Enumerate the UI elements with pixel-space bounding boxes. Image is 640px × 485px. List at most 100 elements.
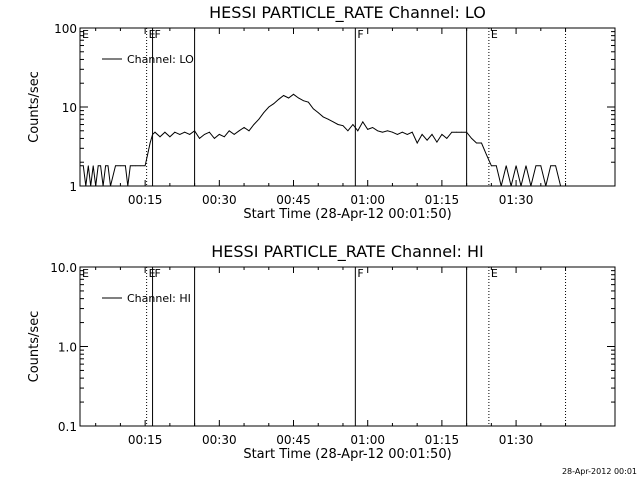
series-point [204, 134, 205, 135]
series-point [540, 165, 542, 167]
series-point [85, 185, 87, 187]
series-point [199, 138, 200, 139]
series-point [303, 100, 304, 102]
x-tick-label: 00:30 [202, 433, 237, 447]
x-tick-label: 00:30 [202, 193, 237, 207]
series-point [110, 185, 111, 187]
series-point [125, 165, 126, 167]
series-point [416, 142, 418, 144]
series-point [164, 131, 166, 133]
series-point [147, 154, 149, 156]
series-point [258, 118, 260, 120]
series-point [288, 97, 289, 99]
series-point [377, 130, 378, 132]
series-point [174, 131, 176, 133]
series-point [530, 185, 532, 187]
series-point [387, 130, 388, 132]
series-point [505, 165, 507, 167]
series-point [555, 165, 556, 167]
series-point [92, 165, 94, 167]
series-point [495, 165, 497, 167]
series-point [223, 136, 225, 138]
y-tick-label: 10 [62, 101, 77, 115]
x-tick-label: 01:30 [499, 433, 534, 447]
series-point [456, 131, 458, 133]
plot-frame [79, 27, 616, 187]
x-tick-label: 00:45 [276, 433, 311, 447]
x-tick-label: 01:15 [425, 433, 460, 447]
series-point [194, 130, 196, 132]
series-point [97, 165, 99, 167]
series-point [411, 131, 413, 133]
series-point [515, 165, 517, 167]
series-point [139, 165, 141, 167]
flag-label: E [491, 28, 498, 41]
series-point [327, 118, 329, 120]
series-point [352, 124, 354, 125]
chart-title: HESSI PARTICLE_RATE Channel: LO [209, 3, 486, 23]
legend-label: Channel: HI [127, 292, 191, 305]
panel-channel-hi: HESSI PARTICLE_RATE Channel: HI 00:15 00:3… [27, 242, 616, 462]
series-point [392, 131, 393, 133]
series-point [115, 165, 116, 167]
series-point [184, 131, 186, 133]
series-point [342, 125, 344, 127]
flag-label: F [155, 267, 161, 280]
series-point [298, 97, 299, 99]
flag-label: F [357, 267, 363, 280]
series-point [263, 112, 265, 113]
series-point [79, 165, 81, 167]
series-point [293, 93, 294, 95]
series-point [248, 130, 250, 132]
series-point [372, 127, 373, 128]
series-point [510, 185, 512, 187]
series-point [426, 139, 428, 141]
y-tick-label: 0.1 [58, 420, 77, 434]
series-point [446, 138, 448, 139]
x-tick-label: 00:45 [276, 193, 311, 207]
series-point [308, 101, 309, 103]
x-tick-label: 00:15 [128, 433, 163, 447]
series-line-1 [80, 93, 562, 187]
series-point [214, 138, 215, 139]
series-point [134, 165, 136, 167]
series-point [283, 95, 284, 96]
y-tick-label: 10.0 [50, 261, 77, 275]
series-point [535, 165, 537, 167]
series-point [169, 136, 171, 138]
series-point [367, 129, 369, 130]
series-point [401, 131, 403, 133]
y-tick-label: 1.0 [58, 341, 77, 355]
series-point [545, 185, 547, 187]
series-point [87, 165, 89, 167]
series-point [233, 134, 235, 135]
chart-title: HESSI PARTICLE_RATE Channel: HI [211, 242, 484, 262]
series-point [550, 165, 552, 167]
series-point [486, 154, 487, 156]
series-point [209, 131, 210, 133]
series-point [500, 185, 502, 187]
series-point [491, 165, 492, 167]
series-point [466, 131, 467, 133]
series-point [421, 134, 423, 135]
series-point [179, 134, 181, 135]
series-point [253, 124, 255, 125]
series-point [129, 165, 131, 167]
flag-label-edge: E [82, 28, 89, 41]
series-point [347, 130, 349, 132]
series-point [238, 130, 240, 132]
series-point [441, 134, 443, 135]
flag-label-edge: E [82, 267, 89, 280]
series-point [95, 185, 97, 187]
series-point [149, 142, 151, 144]
panel-channel-lo: HESSI PARTICLE_RATE Channel: LO 00:15 00:3… [27, 3, 616, 222]
series-point [406, 134, 408, 135]
legend-label: Channel: LO [127, 53, 194, 66]
series-point [471, 138, 472, 139]
series-point [228, 130, 230, 132]
series-point [189, 134, 191, 135]
flag-label: E [491, 267, 498, 280]
series-point [362, 121, 364, 123]
y-axis-label: Counts/sec [27, 311, 42, 383]
